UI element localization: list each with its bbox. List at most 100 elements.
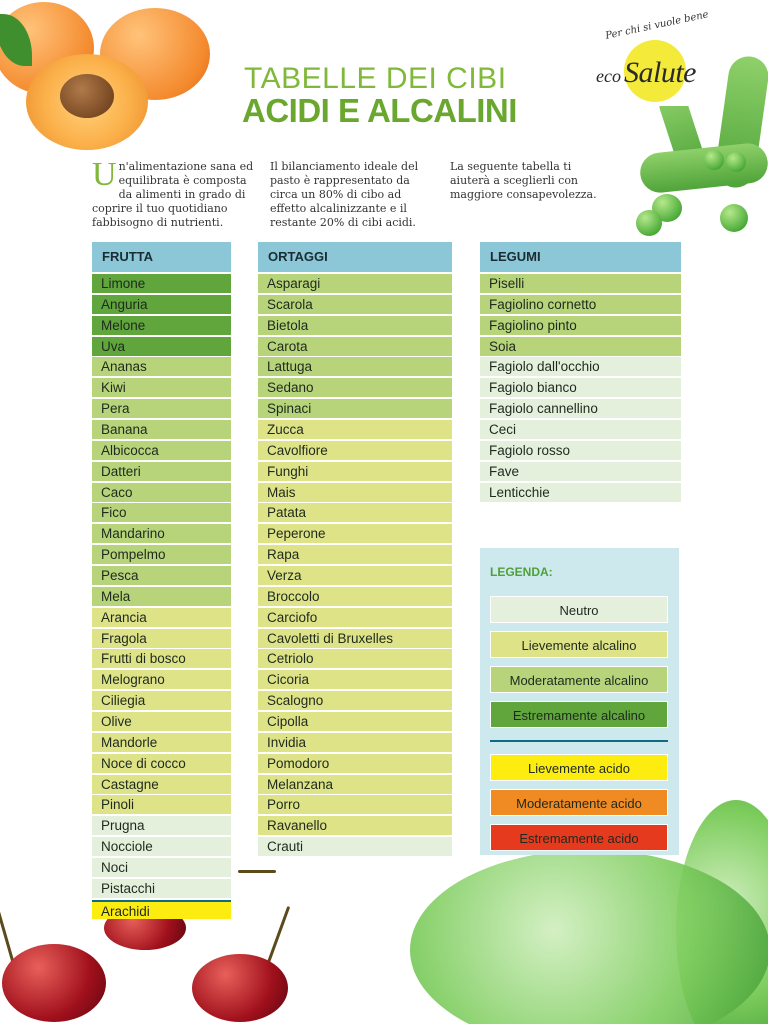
table-row: Pistacchi (92, 878, 231, 898)
table-row: Kiwi (92, 378, 231, 398)
page-title-line1: TABELLE DEI CIBI (244, 62, 507, 95)
table-row: Invidia (258, 732, 452, 752)
table-row: Fagiolino cornetto (480, 294, 681, 314)
table-row: Fagiolino pinto (480, 315, 681, 335)
legend-item-neutro: Neutro (490, 596, 668, 623)
table-header-ortaggi: ORTAGGI (258, 242, 452, 272)
intro-text-2: Il bilanciamento ideale del pasto è rapp… (270, 160, 419, 229)
table-row: Cavolfiore (258, 440, 452, 460)
table-row: Fagiolo bianco (480, 378, 681, 398)
table-row: Castagne (92, 774, 231, 794)
table-row: Carota (258, 336, 452, 356)
table-row: Limone (92, 274, 231, 293)
table-body-frutta: Limone Anguria Melone Uva Ananas Kiwi Pera Bana… (92, 274, 231, 919)
table-row: Cicoria (258, 670, 452, 690)
table-row: Ceci (480, 420, 681, 440)
table-row: Fragola (92, 628, 231, 648)
table-row: Broccolo (258, 586, 452, 606)
table-row: Ciliegia (92, 691, 231, 711)
cherry-stem-image (0, 875, 15, 965)
logo-tagline: Per chi si vuole bene (604, 9, 710, 42)
table-header-frutta: FRUTTA (92, 242, 231, 272)
table-row: Verza (258, 566, 452, 586)
pea-image (704, 150, 724, 170)
table-row: Porro (258, 795, 452, 815)
table-row: Ananas (92, 357, 231, 377)
pea-image (726, 152, 746, 172)
table-row: Asparagi (258, 274, 452, 293)
table-row: Melone (92, 315, 231, 335)
legend-item-estremamente-acido: Estremamente acido (490, 824, 668, 851)
intro-paragraph-3: La seguente tabella ti aiuterà a sceglie… (450, 160, 612, 202)
table-row: Anguria (92, 294, 231, 314)
pea-image (720, 204, 748, 232)
table-row: Pompelmo (92, 545, 231, 565)
table-row: Rapa (258, 545, 452, 565)
cherry-image (2, 944, 106, 1022)
table-row: Bietola (258, 315, 452, 335)
table-row: Banana (92, 420, 231, 440)
table-row: Peperone (258, 524, 452, 544)
table-row: Fagiolo rosso (480, 440, 681, 460)
table-header-legumi: LEGUMI (480, 242, 681, 272)
table-row: Melograno (92, 670, 231, 690)
table-row: Fagiolo dall'occhio (480, 357, 681, 377)
table-row: Fagiolo cannellino (480, 399, 681, 419)
table-row: Prugna (92, 816, 231, 836)
legend-item-estremamente-alcalino: Estremamente alcalino (490, 701, 668, 728)
table-row: Datteri (92, 461, 231, 481)
table-row: Arancia (92, 607, 231, 627)
table-row: Pomodoro (258, 753, 452, 773)
table-body-legumi: Piselli Fagiolino cornetto Fagiolino pinto… (480, 274, 681, 502)
table-row: Patata (258, 503, 452, 523)
table-row: Fico (92, 503, 231, 523)
table-row: Albicocca (92, 440, 231, 460)
table-row: Pesca (92, 566, 231, 586)
table-row: Lattuga (258, 357, 452, 377)
table-row: Mandorle (92, 732, 231, 752)
table-row: Fave (480, 461, 681, 481)
table-legumi: LEGUMI Piselli Fagiolino cornetto Fagiolin… (480, 242, 681, 503)
table-row: Cavoletti di Bruxelles (258, 628, 452, 648)
cherry-image (192, 954, 288, 1022)
legend-item-moderatamente-acido: Moderatamente acido (490, 789, 668, 816)
table-row: Olive (92, 712, 231, 732)
table-row: Caco (92, 482, 231, 502)
intro-dropcap: U (92, 156, 117, 193)
table-row: Arachidi (92, 899, 231, 919)
intro-text-1: n'alimentazione sana ed equilibrata è co… (92, 160, 254, 229)
logo-sun-shape (624, 40, 686, 102)
table-row: Soia (480, 336, 681, 356)
legend-item-lievemente-acido: Lievemente acido (490, 754, 668, 781)
page-title-line2: ACIDI E ALCALINI (242, 92, 517, 129)
table-row: Pera (92, 399, 231, 419)
logo-salute-text: Salute (624, 56, 697, 89)
apricot-pit-image (60, 74, 114, 118)
table-row: Frutti di bosco (92, 649, 231, 669)
table-row: Sedano (258, 378, 452, 398)
table-row: Carciofo (258, 607, 452, 627)
table-body-ortaggi: Asparagi Scarola Bietola Carota Lattuga Sedan… (258, 274, 452, 857)
table-row: Spinaci (258, 399, 452, 419)
legend-item-lievemente-alcalino: Lievemente alcalino (490, 631, 668, 658)
table-row: Mais (258, 482, 452, 502)
pea-pod-image (638, 141, 768, 195)
lettuce-image (410, 850, 768, 1024)
table-row: Lenticchie (480, 482, 681, 502)
table-row: Cetriolo (258, 649, 452, 669)
ecosalute-logo: Per chi si vuole bene eco Salute (594, 9, 722, 106)
table-row: Pinoli (92, 795, 231, 815)
table-frutta: FRUTTA Limone Anguria Melone Uva Ananas Kiwi P… (92, 242, 231, 921)
table-row: Zucca (258, 420, 452, 440)
table-row: Cipolla (258, 712, 452, 732)
table-row: Crauti (258, 837, 452, 857)
table-row: Scarola (258, 294, 452, 314)
table-row: Mandarino (92, 524, 231, 544)
table-row: Nocciole (92, 837, 231, 857)
intro-text-3: La seguente tabella ti aiuterà a sceglie… (450, 160, 597, 201)
table-row: Melanzana (258, 774, 452, 794)
logo-eco-text: eco (596, 66, 621, 86)
pea-image (636, 210, 662, 236)
table-row: Noci (92, 858, 231, 878)
